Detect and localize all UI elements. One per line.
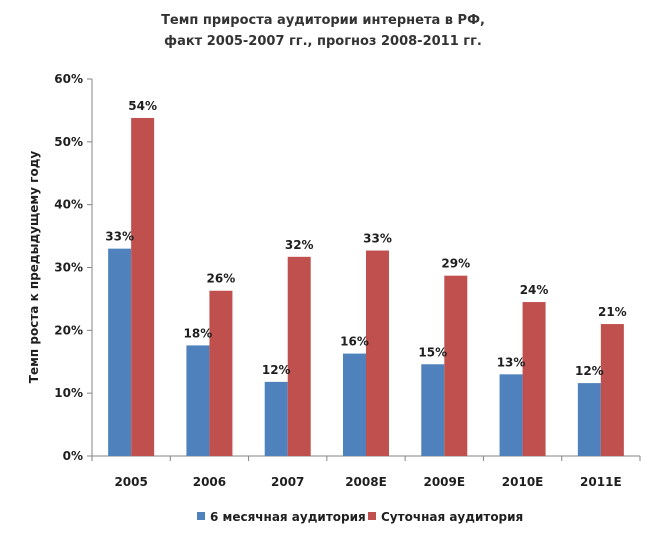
bar-daily — [287, 256, 311, 456]
legend: 6 месячная аудитория Суточная аудитория — [197, 510, 523, 524]
data-label: 24% — [520, 283, 549, 297]
y-tick-label: 30% — [54, 261, 83, 275]
x-tick-label: 2011E — [580, 475, 622, 489]
x-tick-label: 2007 — [271, 475, 304, 489]
y-tick-label: 60% — [54, 72, 83, 86]
legend-label: 6 месячная аудитория — [210, 510, 366, 524]
data-label: 26% — [207, 272, 236, 286]
data-label: 21% — [598, 305, 627, 319]
legend-label: Суточная аудитория — [381, 510, 523, 524]
bar-daily — [522, 302, 546, 456]
data-label: 18% — [184, 326, 213, 340]
x-axis: 2005 2006 2007 2008E 2009E 2010E 2011E — [91, 455, 641, 489]
y-tick-label: 20% — [54, 323, 83, 337]
bar-six-month — [421, 364, 445, 456]
data-label: 13% — [497, 355, 526, 369]
bars — [108, 117, 624, 456]
bar-six-month — [264, 381, 288, 456]
y-axis-title: Темп роста к предыдущему году — [27, 151, 41, 384]
y-tick-label: 40% — [54, 198, 83, 212]
legend-swatch — [368, 512, 376, 520]
x-tick-label: 2008E — [345, 475, 387, 489]
y-tick-label: 10% — [54, 386, 83, 400]
x-tick-label: 2005 — [114, 475, 147, 489]
data-label: 54% — [128, 99, 157, 113]
y-tick-label: 50% — [54, 135, 83, 149]
data-label: 12% — [262, 363, 291, 377]
data-label: 15% — [418, 345, 447, 359]
bar-daily — [209, 290, 233, 456]
x-tick-label: 2009E — [423, 475, 465, 489]
bar-six-month — [186, 345, 210, 456]
bar-daily — [600, 324, 624, 456]
chart-title-line1: Темп прироста аудитории интернета в РФ, — [161, 13, 485, 28]
data-label: 33% — [363, 232, 392, 246]
bar-six-month — [499, 374, 523, 456]
x-tick-label: 2006 — [193, 475, 226, 489]
chart-title-line2: факт 2005-2007 гг., прогноз 2008-2011 гг… — [164, 34, 482, 49]
bar-six-month — [577, 383, 601, 456]
legend-swatch — [197, 512, 205, 520]
y-tick-label: 0% — [63, 449, 83, 463]
data-label: 12% — [575, 364, 604, 378]
bar-daily — [444, 275, 468, 456]
bar-six-month — [343, 353, 366, 456]
bar-six-month — [108, 248, 132, 456]
x-tick-label: 2010E — [502, 475, 544, 489]
data-label: 16% — [340, 335, 369, 349]
data-label: 32% — [285, 238, 314, 252]
data-labels: 33% 18% 12% 16% 15% 13% 12% 54% 26% 32% 33% 29% 24% 2… — [105, 99, 626, 378]
chart-title: Темп прироста аудитории интернета в РФ, … — [0, 10, 646, 52]
bar-daily — [131, 117, 155, 456]
data-label: 33% — [105, 230, 134, 244]
y-axis: 0% 10% 20% 30% 40% 50% 60% — [54, 72, 93, 463]
data-label: 29% — [441, 257, 470, 271]
bar-daily — [366, 250, 389, 456]
